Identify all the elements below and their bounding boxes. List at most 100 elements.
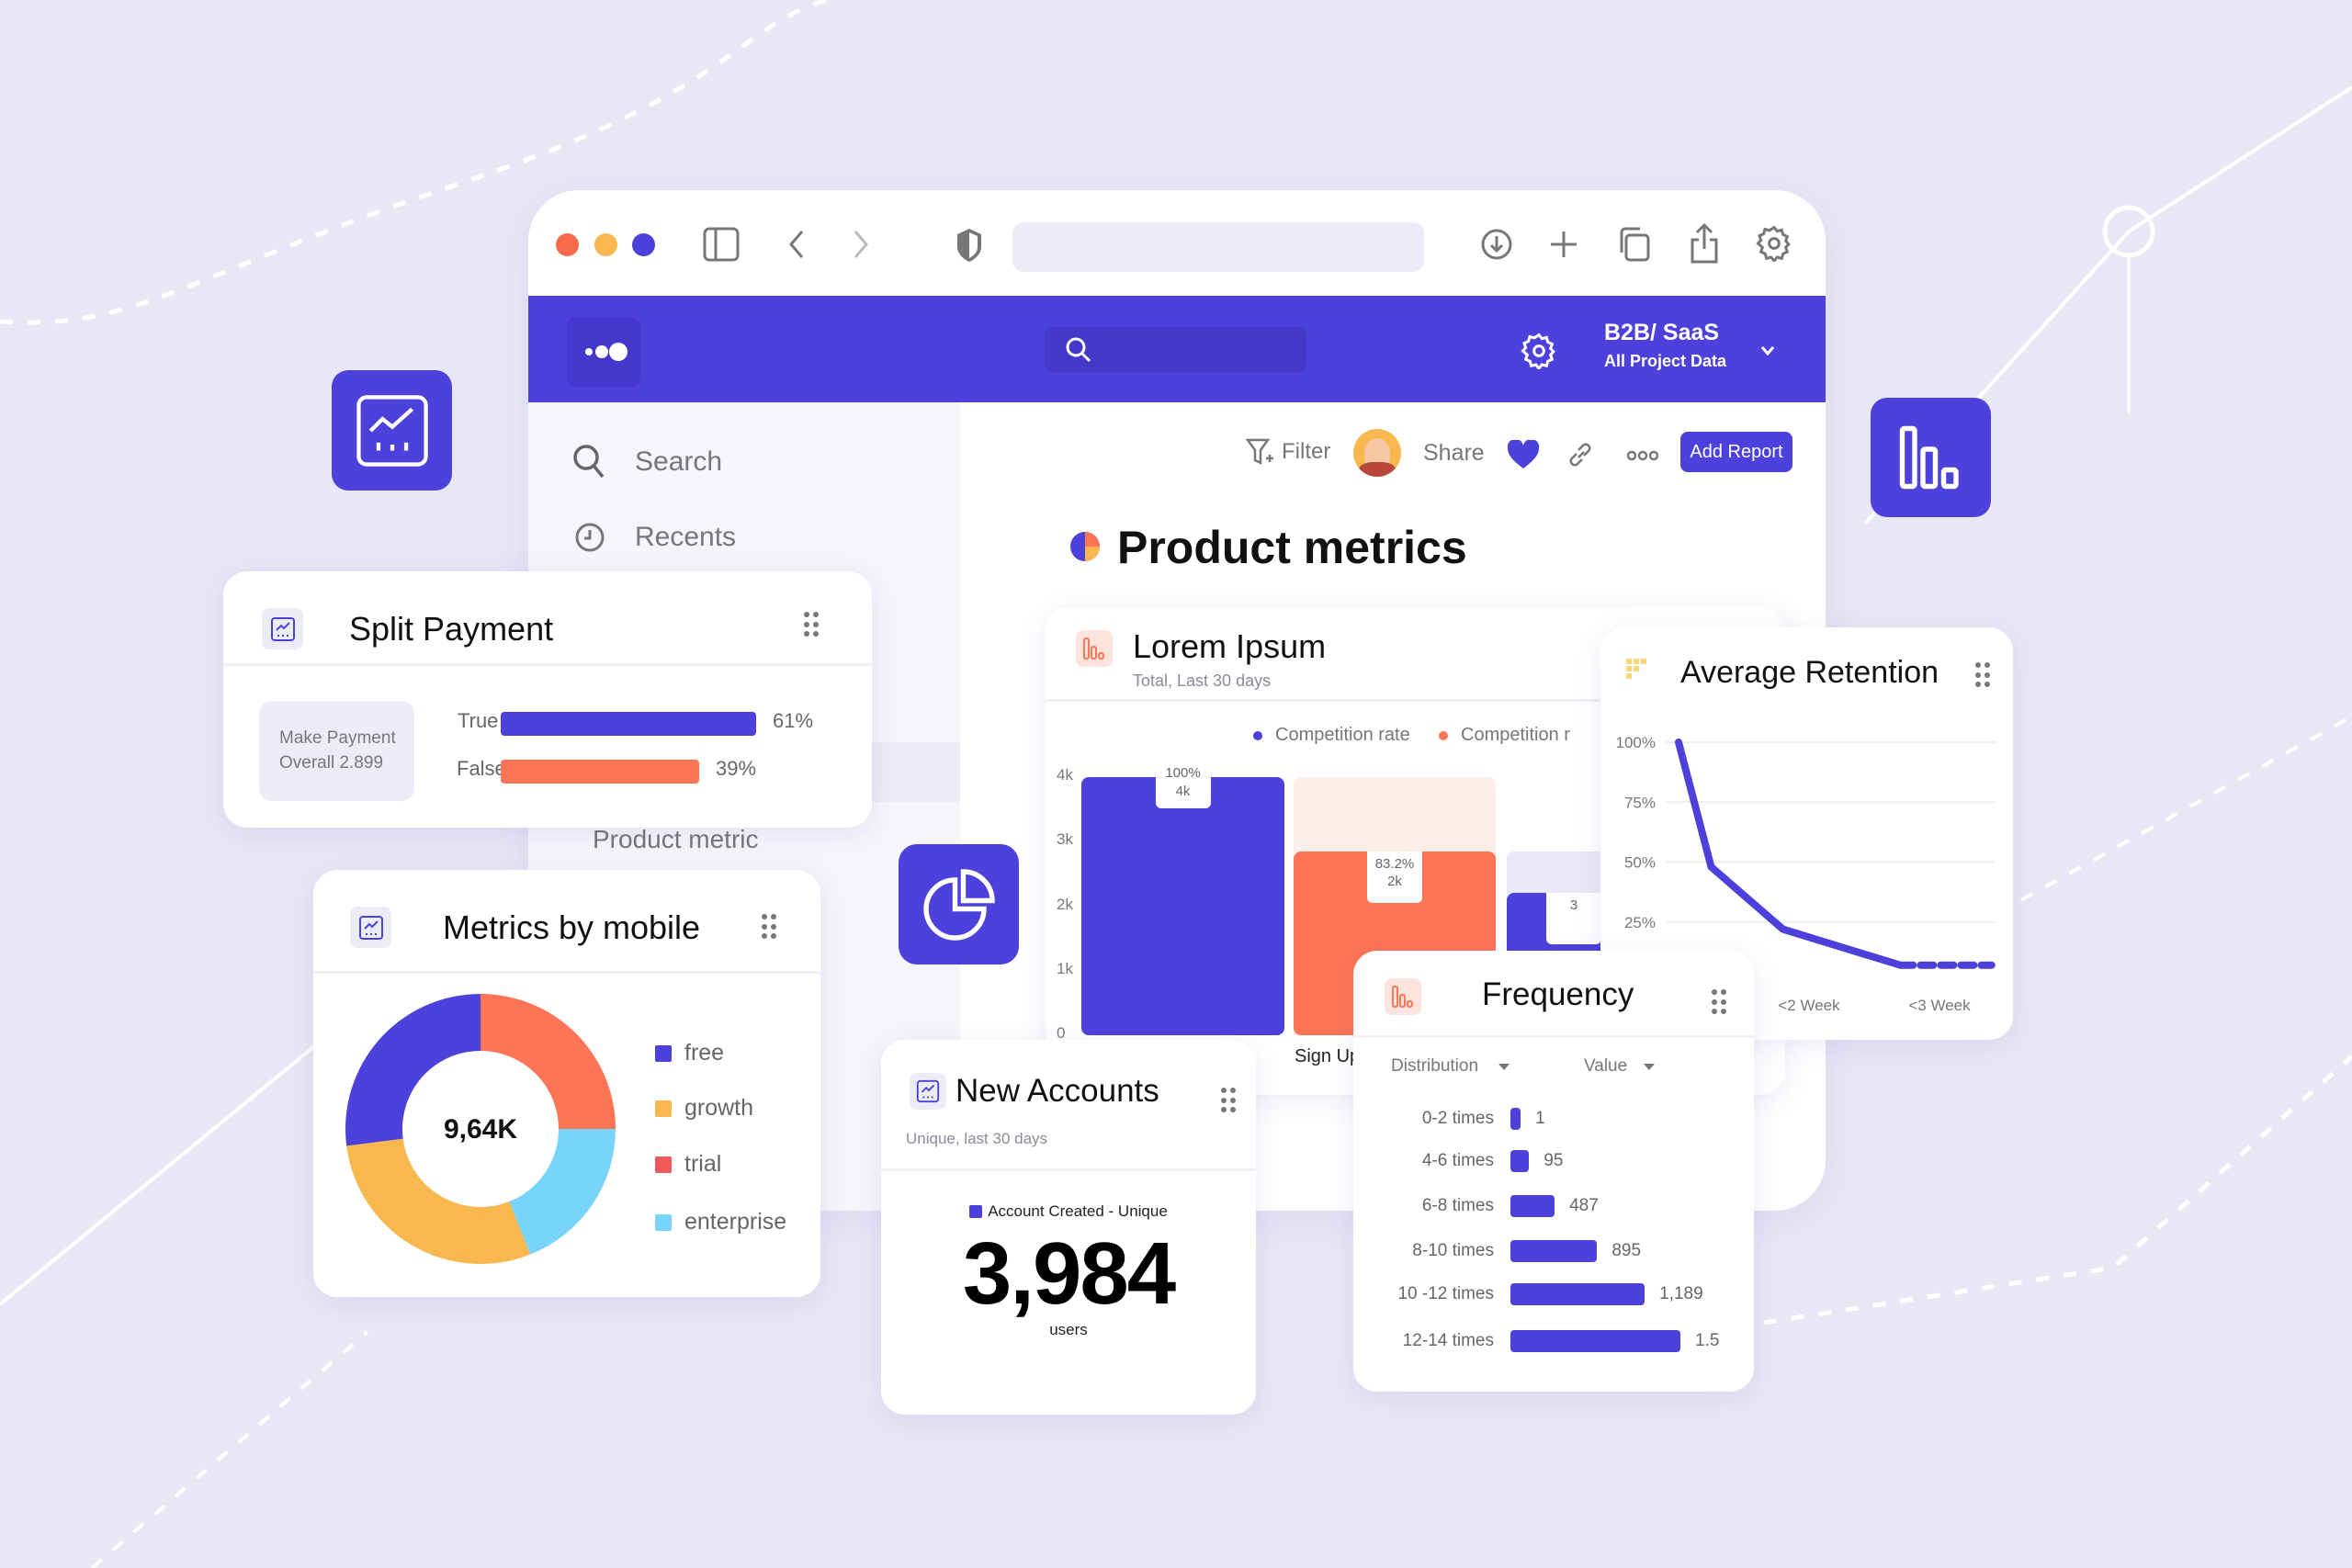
donut-slice-growth[interactable] bbox=[346, 1138, 531, 1264]
share-button[interactable]: Share bbox=[1423, 440, 1485, 466]
download-icon[interactable] bbox=[1480, 228, 1513, 261]
filter-button[interactable]: Filter bbox=[1245, 436, 1330, 468]
y-tick-label: 4k bbox=[1057, 766, 1073, 784]
frequency-bar[interactable] bbox=[1510, 1240, 1598, 1262]
window-close-button[interactable] bbox=[556, 233, 579, 256]
sidebar-item-search[interactable]: Search bbox=[572, 439, 922, 485]
plus-icon[interactable] bbox=[1549, 230, 1578, 259]
more-icon[interactable] bbox=[1627, 449, 1658, 462]
value-dropdown[interactable]: Value bbox=[1584, 1056, 1656, 1077]
frequency-bar[interactable] bbox=[1510, 1150, 1530, 1172]
legend-item: Account Created - Unique bbox=[881, 1202, 1256, 1221]
forward-icon[interactable] bbox=[852, 229, 870, 260]
pie-chart-icon bbox=[922, 868, 995, 941]
funnel-bar[interactable] bbox=[1081, 777, 1284, 1035]
avatar[interactable] bbox=[1353, 429, 1401, 477]
link-icon[interactable] bbox=[1567, 441, 1593, 468]
legend-swatch bbox=[655, 1100, 672, 1117]
bar-chart-icon bbox=[1899, 425, 1959, 490]
split-row-value: 61% bbox=[773, 709, 814, 732]
search-icon bbox=[573, 445, 605, 479]
card-title: Metrics by mobile bbox=[443, 908, 701, 946]
frequency-bar[interactable] bbox=[1510, 1330, 1680, 1352]
bar-chart-tile[interactable] bbox=[1871, 398, 1991, 517]
add-report-button[interactable]: Add Report bbox=[1680, 432, 1792, 472]
drag-handle-icon[interactable] bbox=[762, 914, 776, 940]
card-title: Frequency bbox=[1482, 976, 1634, 1012]
shield-icon[interactable] bbox=[956, 227, 983, 264]
line-chart-icon bbox=[262, 608, 303, 649]
line-chart-icon bbox=[356, 394, 428, 467]
split-payment-card: Split Payment Make Payment Overall 2.899… bbox=[223, 571, 872, 828]
x-tick-label: <3 Week bbox=[1908, 997, 1971, 1014]
frequency-row-label: 12-14 times bbox=[1402, 1331, 1494, 1350]
header-search-input[interactable] bbox=[1045, 327, 1306, 372]
split-row-label: True bbox=[458, 709, 499, 732]
y-tick-label: 50% bbox=[1624, 854, 1656, 872]
split-row-value: 39% bbox=[715, 757, 757, 780]
card-divider bbox=[223, 663, 872, 666]
sidebar-item-label: Recents bbox=[635, 522, 737, 552]
gear-icon[interactable] bbox=[1756, 225, 1792, 262]
logo-dots-icon bbox=[585, 343, 628, 361]
legend-label: free bbox=[684, 1040, 725, 1066]
donut-slice-trial[interactable] bbox=[481, 994, 616, 1129]
project-switcher[interactable]: B2B/ SaaS All Project Data bbox=[1604, 320, 1788, 378]
app-logo[interactable] bbox=[567, 317, 640, 387]
summary-line: Make Payment bbox=[279, 728, 396, 748]
frequency-bar[interactable] bbox=[1510, 1195, 1555, 1217]
donut-slice-free[interactable] bbox=[345, 994, 481, 1146]
distribution-dropdown[interactable]: Distribution bbox=[1391, 1056, 1510, 1077]
tabs-icon[interactable] bbox=[1618, 227, 1651, 262]
window-maximize-button[interactable] bbox=[632, 233, 655, 256]
sidebar-item-recents[interactable]: Recents bbox=[574, 514, 923, 560]
chevron-down-icon bbox=[1760, 346, 1775, 356]
window-minimize-button[interactable] bbox=[594, 233, 617, 256]
legend-swatch bbox=[655, 1044, 672, 1062]
donut-center-value: 9,64K bbox=[443, 1114, 518, 1145]
filter-label: Filter bbox=[1282, 439, 1331, 464]
line-chart-icon bbox=[350, 907, 391, 948]
y-tick-label: 75% bbox=[1624, 794, 1656, 811]
card-divider bbox=[313, 971, 820, 974]
url-bar[interactable] bbox=[1012, 222, 1424, 272]
frequency-row-value: 1.5 bbox=[1695, 1331, 1720, 1350]
frequency-row-label: 8-10 times bbox=[1412, 1241, 1494, 1260]
project-subtitle: All Project Data bbox=[1604, 352, 1727, 370]
frequency-row-value: 1 bbox=[1535, 1109, 1545, 1128]
clock-icon bbox=[575, 523, 605, 552]
y-tick-label: 1k bbox=[1057, 959, 1073, 977]
drag-handle-icon[interactable] bbox=[804, 612, 819, 637]
drag-handle-icon[interactable] bbox=[1221, 1088, 1236, 1113]
heart-icon[interactable] bbox=[1507, 440, 1540, 469]
frequency-row-value: 487 bbox=[1569, 1196, 1599, 1215]
card-subtitle: Total, Last 30 days bbox=[1133, 671, 1272, 690]
pie-chart-tile[interactable] bbox=[899, 844, 1019, 964]
legend-swatch bbox=[655, 1213, 672, 1231]
y-tick-label: 3k bbox=[1057, 830, 1073, 849]
metric-value: 3,984 bbox=[962, 1224, 1176, 1323]
retention-line bbox=[1675, 739, 1905, 969]
share-icon[interactable] bbox=[1690, 223, 1719, 264]
split-bar bbox=[501, 760, 699, 784]
legend-label: enterprise bbox=[684, 1209, 787, 1235]
sidebar-toggle-icon[interactable] bbox=[703, 227, 740, 262]
make-payment-summary: Make Payment Overall 2.899 bbox=[259, 701, 414, 801]
donut-slice-enterprise[interactable] bbox=[509, 1129, 616, 1255]
legend-label: Account Created - Unique bbox=[988, 1202, 1168, 1220]
drag-handle-icon[interactable] bbox=[1975, 662, 1990, 688]
sidebar-item-product-metric[interactable]: Product metric bbox=[593, 825, 759, 853]
legend-item: trial bbox=[655, 1151, 721, 1178]
frequency-bar[interactable] bbox=[1510, 1108, 1521, 1130]
frequency-row-label: 4-6 times bbox=[1421, 1151, 1494, 1170]
grid-icon bbox=[1626, 659, 1646, 679]
frequency-row-label: 10 -12 times bbox=[1397, 1284, 1494, 1303]
back-icon[interactable] bbox=[787, 229, 806, 260]
split-bar bbox=[501, 712, 757, 736]
dropdown-label: Value bbox=[1584, 1056, 1628, 1076]
frequency-row-value: 1,189 bbox=[1659, 1284, 1703, 1303]
line-chart-tile[interactable] bbox=[332, 370, 452, 491]
drag-handle-icon[interactable] bbox=[1712, 989, 1726, 1015]
header-settings-icon[interactable] bbox=[1521, 333, 1557, 369]
frequency-bar[interactable] bbox=[1510, 1283, 1645, 1305]
